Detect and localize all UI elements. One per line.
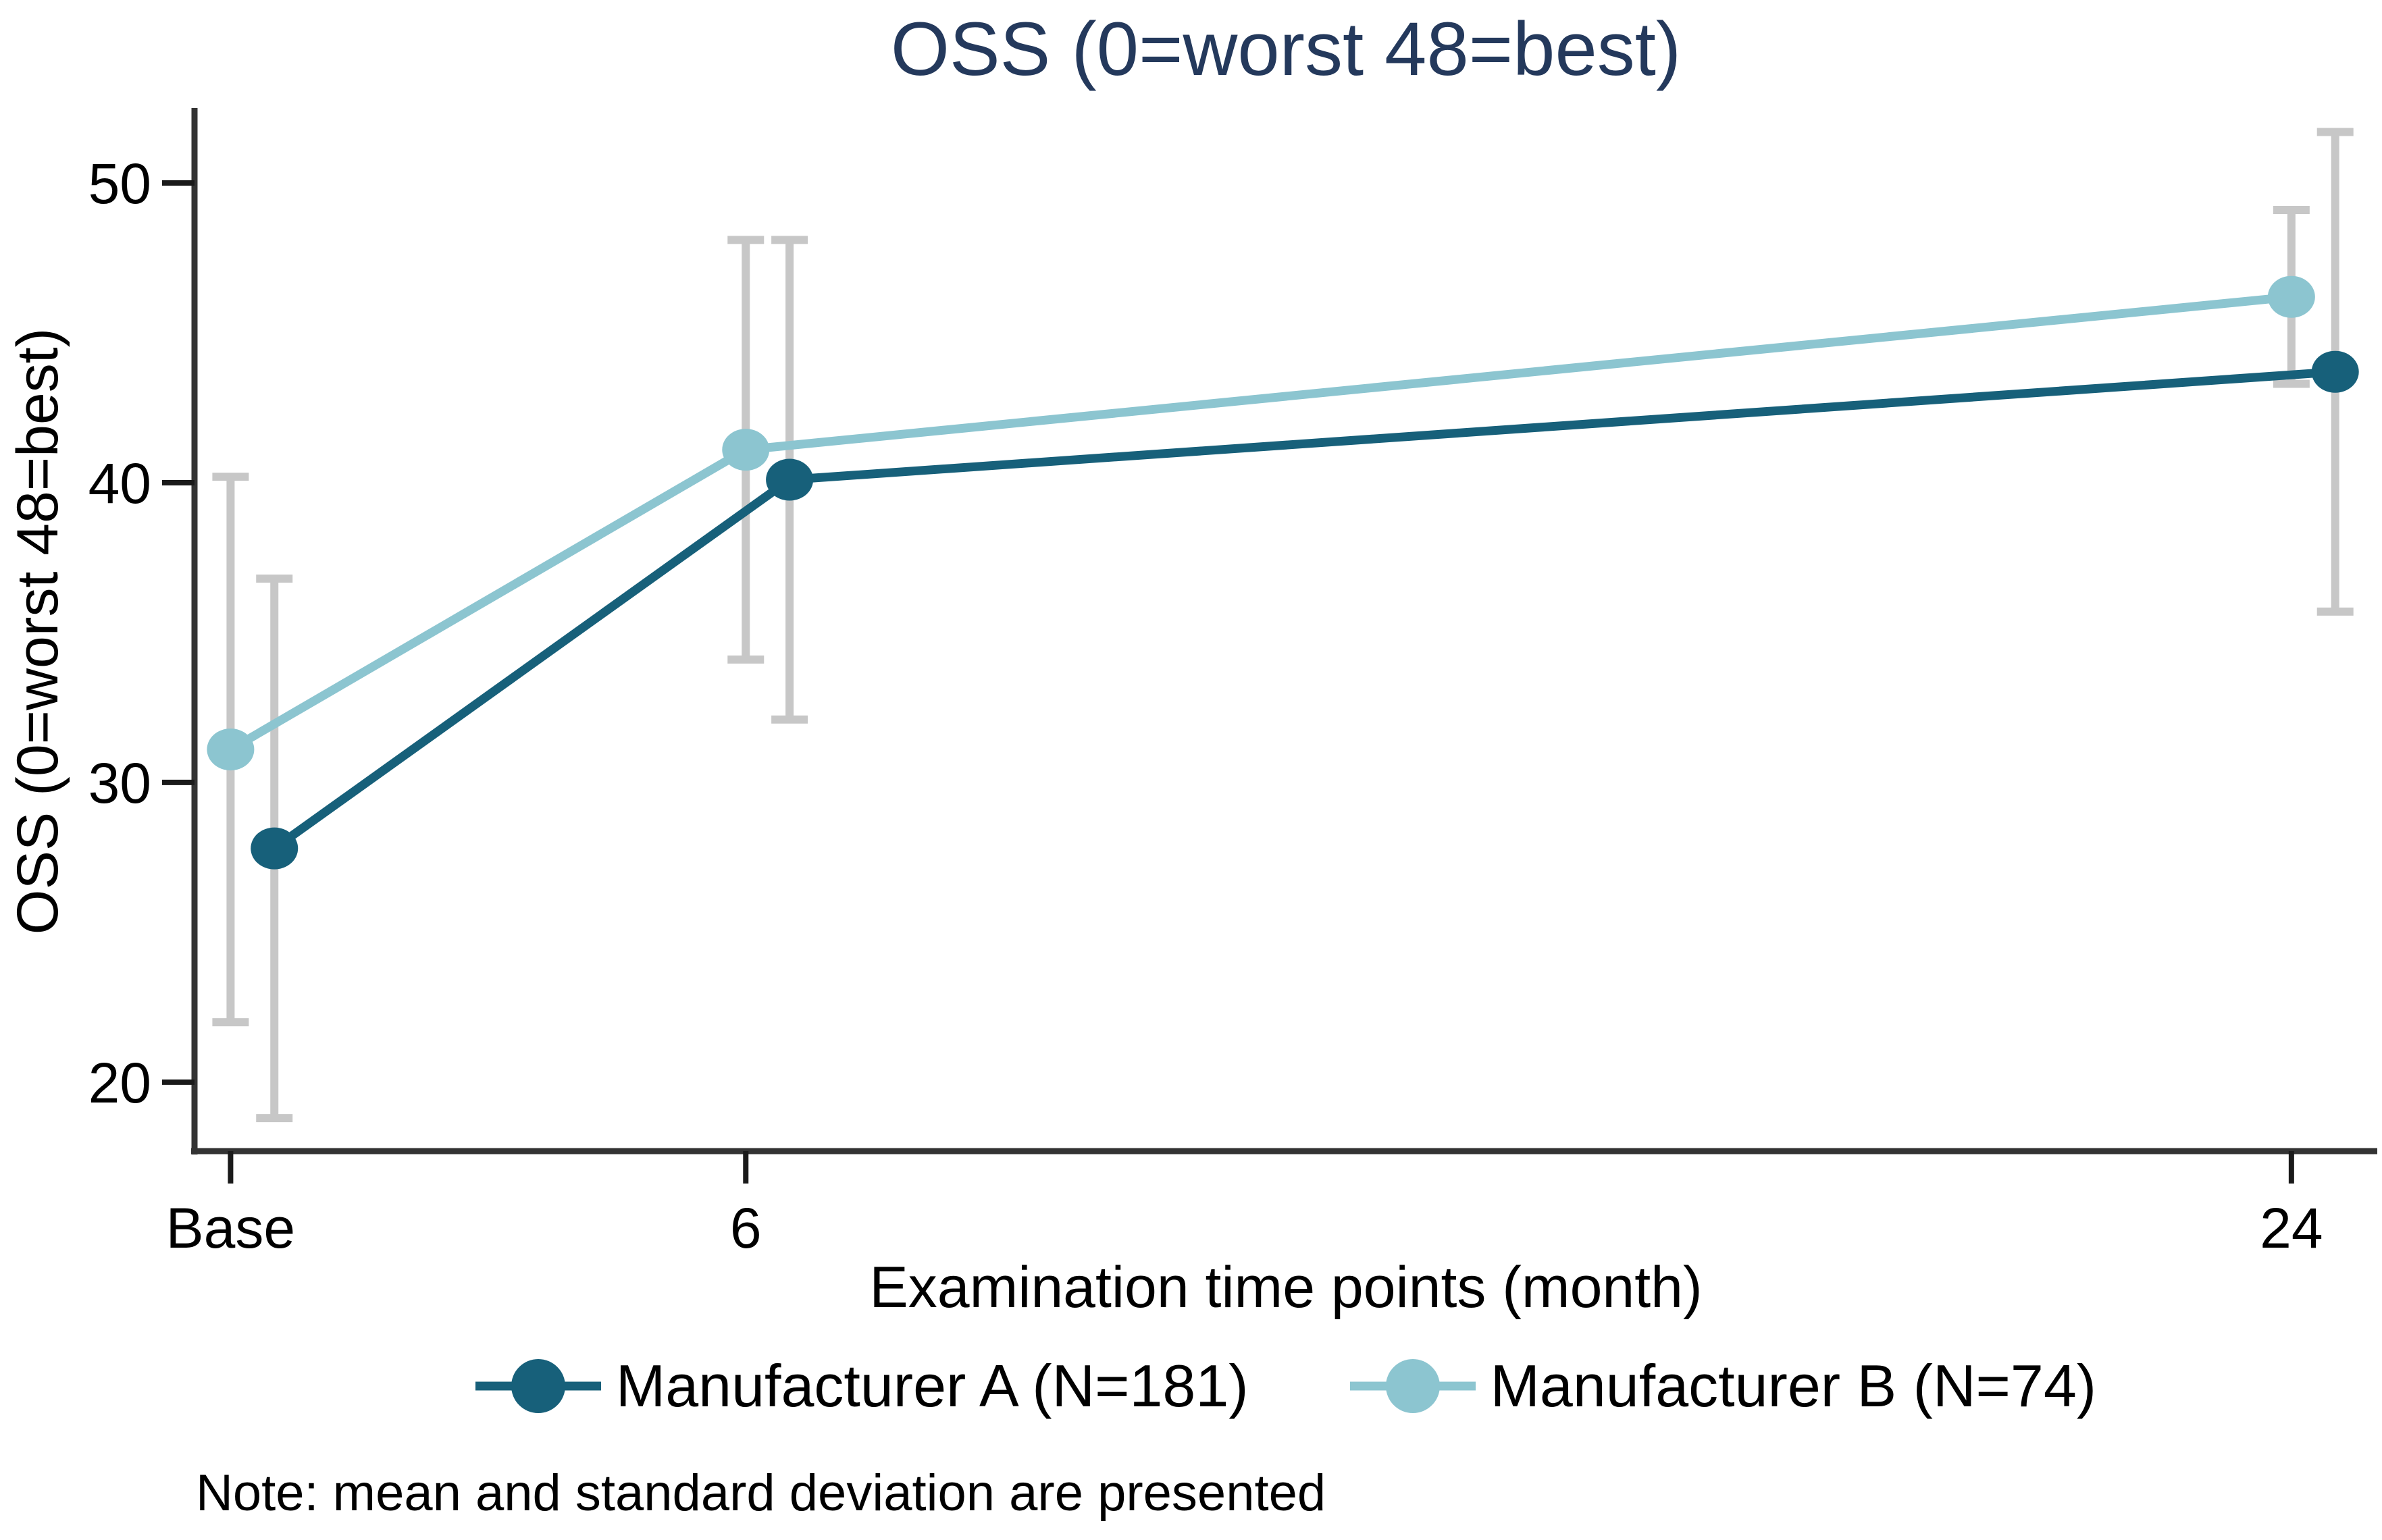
legend-circle (511, 1359, 565, 1413)
legend-item-manufacturer-b: Manufacturer B (N=74) (1349, 1352, 2097, 1420)
data-point-marker (2311, 350, 2359, 393)
y-tick-label: 40 (88, 452, 151, 515)
x-tick-label: 24 (2260, 1196, 2323, 1260)
data-point-marker (207, 728, 255, 771)
x-tick-label: 6 (730, 1196, 762, 1260)
legend-item-manufacturer-a: Manufacturer A (N=181) (475, 1352, 1249, 1420)
data-point-marker (722, 429, 770, 471)
series-line (271, 367, 2336, 852)
legend: Manufacturer A (N=181) Manufacturer B (N… (195, 1352, 2377, 1420)
x-axis-title: Examination time points (month) (869, 1255, 1703, 1320)
series-line (228, 292, 2292, 753)
legend-marker-b-icon (1349, 1359, 1476, 1413)
chart-note: Note: mean and standard deviation are pr… (196, 1464, 1326, 1522)
legend-circle (1385, 1359, 1440, 1413)
y-tick-label: 30 (88, 751, 151, 815)
data-point-marker (2267, 275, 2315, 318)
y-axis-title: OSS (0=worst 48=best) (5, 327, 70, 935)
chart-title: OSS (0=worst 48=best) (890, 7, 1682, 91)
legend-marker-a-icon (475, 1359, 601, 1413)
legend-label-manufacturer-a: Manufacturer A (N=181) (615, 1352, 1249, 1419)
x-tick-label: Base (166, 1196, 295, 1260)
data-point-marker (251, 827, 299, 870)
data-point-marker (766, 458, 814, 501)
y-tick-label: 50 (88, 152, 151, 215)
legend-label-manufacturer-b: Manufacturer B (N=74) (1490, 1352, 2097, 1419)
y-tick-label: 20 (88, 1051, 151, 1115)
